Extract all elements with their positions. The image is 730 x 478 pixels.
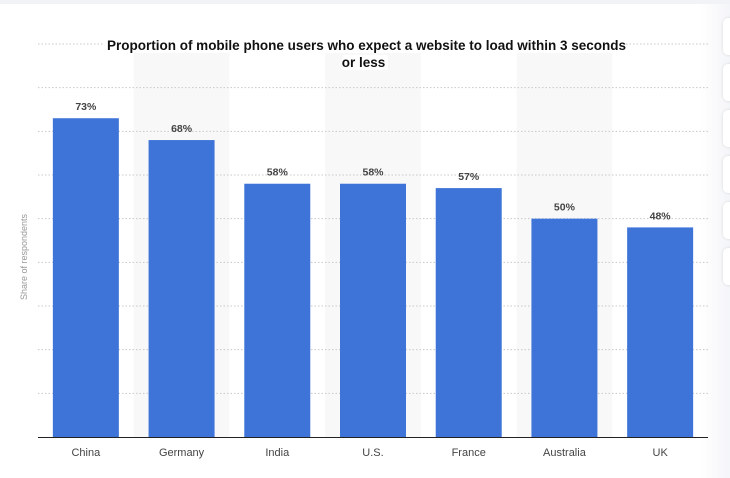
side-tool-button[interactable] [723,202,730,239]
y-axis-label: Share of respondents [19,213,29,301]
data-label: 58% [362,167,384,179]
bar-india [244,183,311,437]
bar-us [340,183,406,437]
x-tick-label: China [71,447,101,459]
x-tick-label: U.S. [362,447,383,459]
x-tick-label: UK [653,447,669,459]
data-label: 58% [267,167,289,179]
side-tool-button[interactable] [723,64,730,101]
x-tick-label: France [452,447,486,459]
data-label: 50% [554,202,576,214]
side-tool-button[interactable] [723,156,730,193]
top-bar [0,0,730,4]
side-tool-button[interactable] [723,18,730,55]
chart-title: Proportion of mobile phone users who exp… [100,37,630,71]
x-tick-label: India [265,447,290,459]
x-tick-label: Germany [159,447,205,459]
bar-france [435,188,502,437]
side-tool-button[interactable] [723,248,730,285]
data-label: 48% [650,210,672,222]
x-tick-label: Australia [543,447,587,459]
data-label: 73% [75,101,97,113]
data-label: 68% [171,123,193,135]
side-tool-button[interactable] [723,110,730,147]
bar-china [52,118,119,437]
bar-germany [148,140,215,438]
bar-uk [627,227,694,437]
data-label: 57% [458,171,480,183]
bar-australia [531,218,598,437]
